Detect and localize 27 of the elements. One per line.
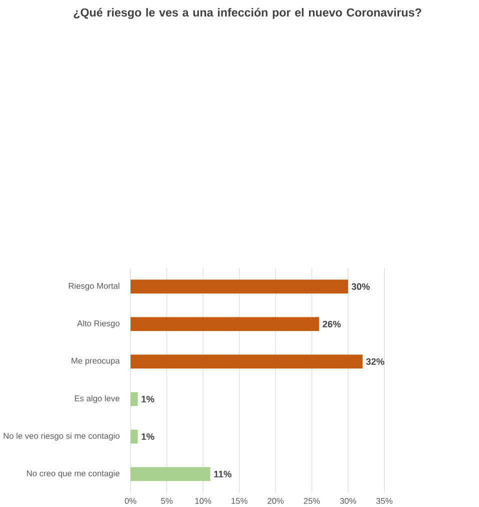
- bar: [130, 280, 348, 294]
- data-label: 30%: [352, 283, 370, 290]
- y-tick-label: Riesgo Mortal: [68, 282, 120, 291]
- bar: [130, 430, 138, 444]
- data-label: 1%: [142, 433, 154, 440]
- chart-title: ¿Qué riesgo le ves a una infección por el nuevo Coronavirus?: [74, 8, 422, 19]
- x-tick-label: 35%: [376, 498, 392, 504]
- x-tick-label: 30%: [340, 498, 356, 504]
- data-label: 26%: [322, 320, 341, 328]
- y-tick-label: No creo que me contagie: [27, 470, 120, 478]
- data-label: 32%: [366, 358, 384, 365]
- x-tick-label: 5%: [161, 498, 173, 504]
- bar: [130, 467, 210, 482]
- y-tick-label: Me preocupa: [72, 358, 120, 366]
- y-tick-label: Alto Riesgo: [77, 320, 120, 328]
- x-tick-label: 10%: [195, 498, 212, 504]
- x-tick-label: 0%: [124, 498, 136, 504]
- x-tick-label: 25%: [304, 498, 320, 504]
- data-label: 1%: [142, 396, 154, 402]
- x-tick-label: 15%: [232, 498, 248, 504]
- x-tick-label: 20%: [268, 498, 284, 504]
- bar: [130, 354, 363, 369]
- bar: [130, 392, 138, 406]
- y-tick-label: Es algo leve: [74, 395, 120, 403]
- y-tick-label: No le veo riesgo si me contagio: [4, 432, 120, 440]
- data-label: 11%: [214, 470, 232, 478]
- bar: [130, 317, 320, 332]
